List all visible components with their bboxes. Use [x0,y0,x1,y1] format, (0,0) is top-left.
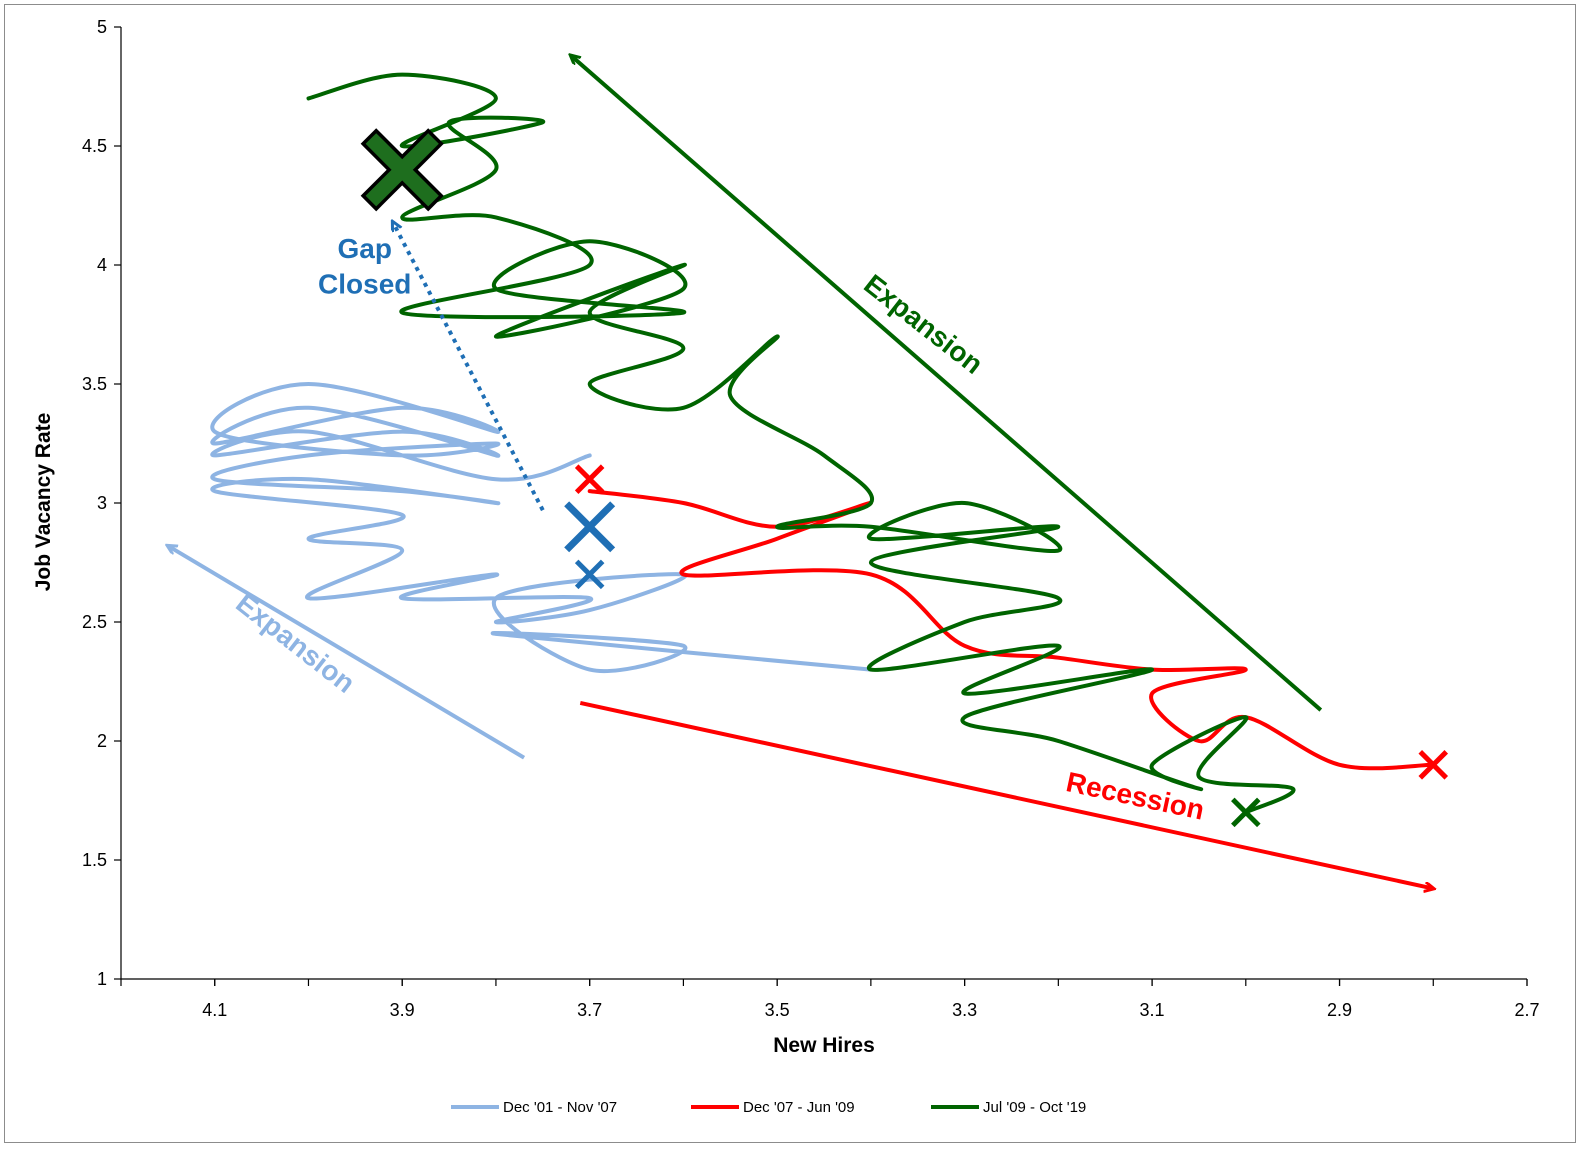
chart-frame [4,4,1576,1143]
y-tick-label: 3.5 [82,374,107,394]
x-tick-label: 3.3 [952,1000,977,1020]
x-tick-label: 2.7 [1514,1000,1539,1020]
trend-arrow-0 [168,546,526,760]
x-marker-stroke [1231,797,1261,828]
x-marker-1 [564,501,616,553]
y-tick-label: 2.5 [82,612,107,632]
legend-label-2: Jul '09 - Oct '19 [983,1099,1086,1116]
series-layer [210,72,1436,815]
series-line-1 [587,489,1436,771]
annotation-2: Recession [1064,766,1207,825]
y-tick-label: 2 [97,731,107,751]
x-marker-5 [1418,750,1449,780]
x-tick-label: 3.9 [390,1000,415,1020]
legend-label-1: Dec '07 - Jun '09 [743,1099,855,1116]
annotation-0: Expansion [230,587,361,699]
annotation-3: Gap [337,233,391,264]
point-markers [360,128,1449,828]
series-line-2 [306,72,1296,815]
x-tick-label: 2.9 [1327,1000,1352,1020]
x-marker-3 [360,128,444,212]
trend-arrow-3 [393,222,545,512]
x-axis-title: New Hires [773,1034,875,1057]
ticks: 1 1.5 2 2.5 3 3.5 4 4.5 5 4.1 3.9 3.7 3.5 3.3 3.1 2.9 2.… [82,17,1540,1020]
trend-arrow-2 [579,700,1433,889]
x-marker-2 [574,559,605,590]
y-tick-label: 1.5 [82,850,107,870]
y-tick-label: 1 [97,969,107,989]
y-axis-title: Job Vacancy Rate [32,413,55,592]
trend-arrow-1 [571,56,1323,712]
x-tick-label: 4.1 [202,1000,227,1020]
x-tick-label: 3.1 [1140,1000,1165,1020]
y-tick-label: 4 [97,255,107,275]
x-marker-0 [574,464,605,494]
annotation-4: Closed [318,269,411,300]
x-marker-stroke [1418,750,1449,780]
legend-label-0: Dec '01 - Nov '07 [503,1099,617,1116]
x-marker-stroke [564,501,616,553]
y-tick-label: 3 [97,493,107,513]
y-tick-label: 4.5 [82,136,107,156]
y-tick-label: 5 [97,17,107,37]
x-tick-label: 3.7 [577,1000,602,1020]
x-marker-fill [365,133,439,207]
x-marker-stroke [574,464,605,494]
legend: Dec '01 - Nov '07 Dec '07 - Jun '09 Jul '0… [451,1099,1086,1116]
x-marker-stroke [574,559,605,590]
x-marker-4 [1231,797,1261,828]
x-tick-label: 3.5 [765,1000,790,1020]
trend-arrows [168,56,1433,889]
